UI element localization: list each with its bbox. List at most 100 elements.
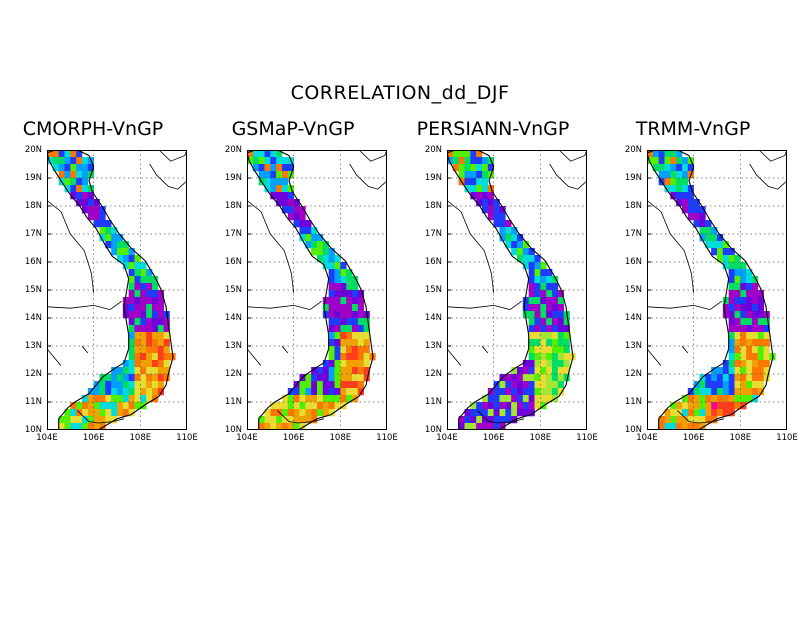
grid-cell	[58, 150, 65, 158]
grid-cell	[528, 255, 535, 263]
latitude-tick-label: 15N	[624, 285, 642, 295]
grid-cell	[540, 262, 547, 270]
grid-cell	[699, 388, 706, 396]
grid-cell	[647, 157, 654, 165]
grid-cell	[534, 367, 541, 375]
grid-cell	[146, 360, 153, 368]
grid-cell	[305, 227, 312, 235]
grid-cell	[322, 367, 329, 375]
grid-cell	[152, 318, 159, 326]
grid-cell	[470, 150, 477, 158]
grid-cell	[740, 290, 747, 298]
grid-cell	[128, 297, 135, 305]
grid-cell	[746, 325, 753, 333]
grid-cell	[76, 402, 83, 410]
grid-cell	[447, 157, 454, 165]
grid-cell	[317, 374, 324, 382]
grid-cell	[763, 367, 770, 375]
grid-cell	[482, 423, 489, 430]
grid-cell	[734, 353, 741, 361]
grid-cell	[522, 297, 529, 305]
grid-cell	[482, 171, 489, 179]
latitude-tick-label: 18N	[24, 201, 42, 211]
grid-cell	[458, 157, 465, 165]
grid-cell	[682, 206, 689, 214]
grid-cell	[682, 171, 689, 179]
grid-cell	[334, 304, 341, 312]
grid-cell	[476, 402, 483, 410]
grid-cell	[99, 395, 106, 403]
grid-cell	[76, 199, 83, 207]
grid-cell	[546, 339, 553, 347]
grid-cell	[157, 346, 164, 354]
grid-cell	[328, 381, 335, 389]
grid-cell	[493, 206, 500, 214]
grid-cell	[270, 171, 277, 179]
grid-cell	[563, 318, 570, 326]
grid-cell	[76, 178, 83, 186]
grid-cell	[340, 269, 347, 277]
grid-cell	[334, 360, 341, 368]
grid-cell	[540, 269, 547, 277]
grid-cell	[346, 374, 353, 382]
grid-cell	[334, 346, 341, 354]
grid-cell	[546, 269, 553, 277]
grid-cell	[264, 178, 271, 186]
grid-cell	[317, 409, 324, 417]
grid-cell	[546, 297, 553, 305]
grid-cell	[458, 171, 465, 179]
grid-cell	[728, 360, 735, 368]
grid-cell	[722, 367, 729, 375]
grid-cell	[728, 346, 735, 354]
grid-cell	[122, 409, 129, 417]
grid-cell	[728, 402, 735, 410]
grid-cell	[128, 283, 135, 291]
latitude-tick-label: 19N	[424, 173, 442, 183]
grid-cell	[693, 220, 700, 228]
grid-cell	[711, 248, 718, 256]
grid-cell	[740, 346, 747, 354]
grid-cell	[299, 388, 306, 396]
grid-cell	[482, 402, 489, 410]
grid-cell	[146, 325, 153, 333]
grid-cell	[276, 402, 283, 410]
grid-cell	[687, 409, 694, 417]
grid-cell	[534, 297, 541, 305]
latitude-tick-label: 12N	[224, 369, 242, 379]
grid-cell	[534, 262, 541, 270]
grid-cell	[682, 395, 689, 403]
grid-cell	[76, 416, 83, 424]
longitude-tick-label: 108E	[529, 433, 552, 443]
grid-cell	[328, 311, 335, 319]
grid-cell	[699, 409, 706, 417]
grid-cell	[552, 276, 559, 284]
grid-cell	[717, 248, 724, 256]
grid-cell	[328, 297, 335, 305]
grid-cell	[252, 164, 259, 172]
grid-cell	[157, 388, 164, 396]
correlation-map	[247, 150, 387, 430]
grid-cell	[546, 276, 553, 284]
grid-cell	[152, 304, 159, 312]
grid-cell	[157, 311, 164, 319]
grid-cell	[658, 150, 665, 158]
grid-cell	[352, 332, 359, 340]
grid-cell	[552, 311, 559, 319]
grid-cell	[122, 367, 129, 375]
grid-cell	[357, 318, 364, 326]
grid-cell	[293, 388, 300, 396]
grid-cell	[305, 234, 312, 242]
grid-cell	[476, 185, 483, 193]
grid-cell	[746, 290, 753, 298]
grid-cell	[111, 227, 118, 235]
grid-cell	[346, 395, 353, 403]
grid-cell	[99, 416, 106, 424]
grid-cell	[458, 416, 465, 424]
grid-cell	[134, 332, 141, 340]
grid-cell	[163, 339, 170, 347]
grid-cell	[717, 374, 724, 382]
grid-cell	[111, 416, 118, 424]
grid-cell	[693, 206, 700, 214]
grid-cell	[305, 395, 312, 403]
map-panel-trmm: TRMM-VnGP 20N 19N 18N 17N 16N 15N 14N 13N 12N 11N…	[618, 118, 798, 450]
